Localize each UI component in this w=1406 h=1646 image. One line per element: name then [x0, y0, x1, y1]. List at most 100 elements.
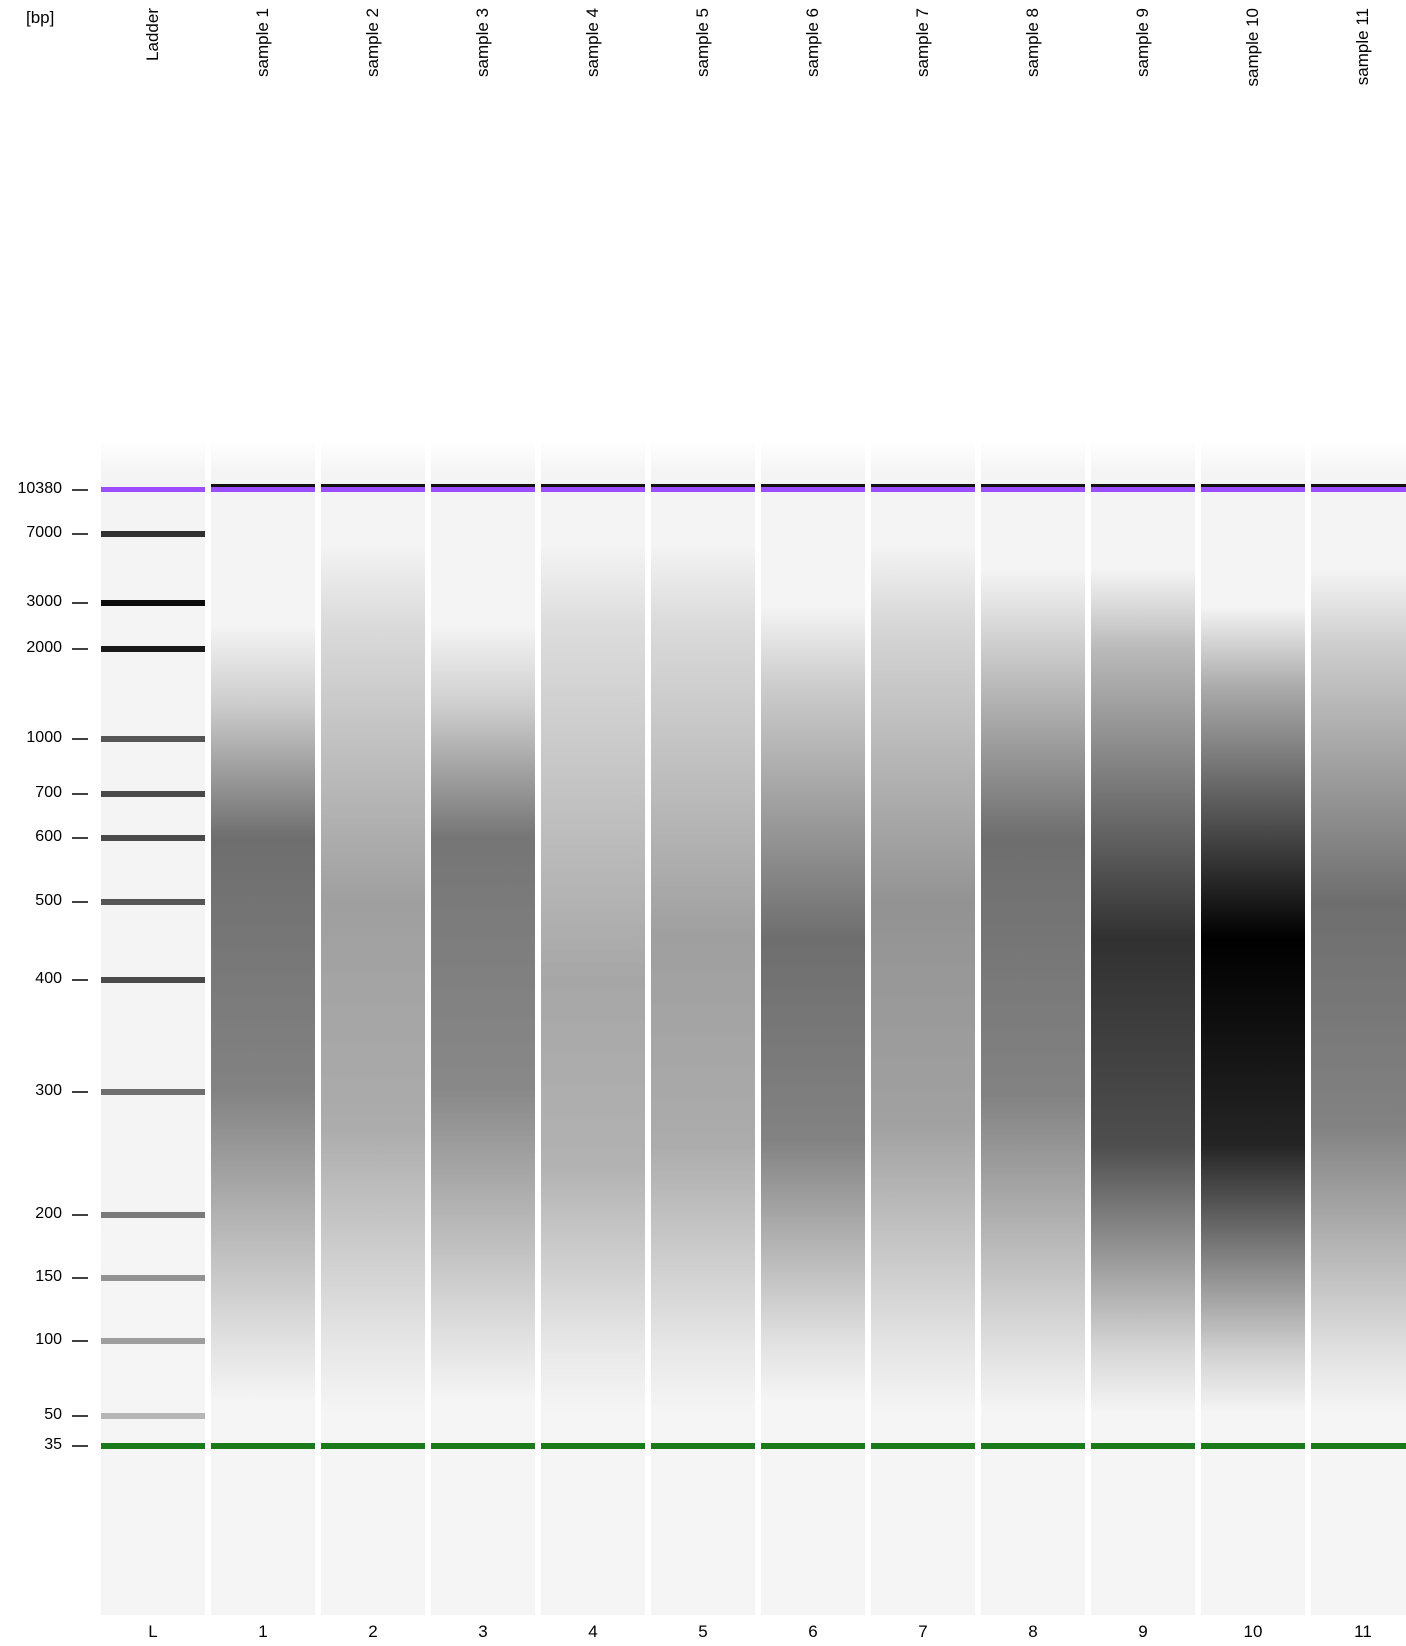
sample-smear	[1091, 569, 1195, 1413]
lane-number: 11	[1354, 1622, 1372, 1641]
upper-marker-shadow	[1201, 484, 1305, 488]
y-tick-label: 3000	[26, 593, 62, 610]
y-tick-label: 300	[35, 1082, 62, 1099]
lane-title-text: sample 6	[803, 8, 822, 77]
upper-marker-shadow	[1311, 484, 1406, 488]
lane-title: sample 5	[683, 0, 723, 110]
upper-marker-band	[871, 487, 975, 492]
y-tick-label: 50	[44, 1406, 62, 1423]
lane-title-text: Ladder	[143, 8, 162, 61]
upper-marker-shadow	[651, 484, 755, 488]
sample-smear	[211, 624, 315, 1401]
upper-marker-band	[101, 487, 205, 492]
upper-marker-band	[651, 487, 755, 492]
ladder-band	[101, 646, 205, 652]
lane-title: sample 9	[1123, 0, 1163, 110]
upper-marker-shadow	[981, 484, 1085, 488]
upper-marker-shadow	[1091, 484, 1195, 488]
lane-number: 8	[1028, 1622, 1038, 1641]
lower-marker-band	[651, 1443, 755, 1449]
ladder-band	[101, 736, 205, 742]
lane-number: 2	[368, 1622, 378, 1641]
ladder-band	[101, 600, 205, 606]
lane-title: Ladder	[133, 0, 173, 110]
y-tick-label: 200	[35, 1205, 62, 1222]
lane	[431, 440, 535, 1615]
lane-title: sample 6	[793, 0, 833, 110]
y-axis-unit-label: [bp]	[26, 8, 55, 27]
upper-marker-shadow	[871, 484, 975, 488]
lower-marker-band	[101, 1443, 205, 1449]
lower-marker-band	[981, 1443, 1085, 1449]
upper-marker-band	[761, 487, 865, 492]
y-tick-label: 700	[35, 784, 62, 801]
sample-smear	[871, 543, 975, 1413]
y-tick-label: 7000	[26, 524, 62, 541]
ladder-band	[101, 835, 205, 841]
lane	[321, 440, 425, 1615]
lower-marker-band	[321, 1443, 425, 1449]
ladder-band	[101, 1413, 205, 1419]
upper-marker-band	[1311, 487, 1406, 492]
y-tick-label: 10380	[17, 480, 63, 497]
lane-title-text: sample 4	[583, 8, 602, 77]
y-tick-label: 2000	[26, 639, 62, 656]
upper-marker-band	[211, 487, 315, 492]
upper-marker-shadow	[431, 484, 535, 488]
lane-title: sample 3	[463, 0, 503, 110]
lane-title: sample 1	[243, 0, 283, 110]
y-tick-label: 400	[35, 970, 62, 987]
lower-marker-band	[1201, 1443, 1305, 1449]
lane-number: 1	[258, 1622, 268, 1641]
y-tick-label: 500	[35, 892, 62, 909]
upper-marker-shadow	[761, 484, 865, 488]
ladder-band	[101, 1089, 205, 1095]
lower-marker-band	[1091, 1443, 1195, 1449]
lane	[651, 440, 755, 1615]
lower-marker-band	[761, 1443, 865, 1449]
ladder-band	[101, 1275, 205, 1281]
lane	[1091, 440, 1195, 1615]
lane-number: 5	[698, 1622, 708, 1641]
lane-title-text: sample 11	[1353, 8, 1372, 86]
lane	[211, 440, 315, 1615]
y-tick-label: 600	[35, 828, 62, 845]
lane	[981, 440, 1085, 1615]
sample-smear	[431, 624, 535, 1401]
lane-title-text: sample 3	[473, 8, 492, 77]
lane-number: 9	[1138, 1622, 1148, 1641]
y-tick-label: 150	[35, 1268, 62, 1285]
y-tick-label: 1000	[26, 729, 62, 746]
lane-number: L	[148, 1622, 158, 1641]
lane	[101, 440, 205, 1615]
lane-title-text: sample 9	[1133, 8, 1152, 77]
ladder-band	[101, 1212, 205, 1218]
ladder-band	[101, 899, 205, 905]
lane-number: 10	[1243, 1622, 1263, 1641]
sample-smear	[321, 543, 425, 1413]
upper-marker-band	[321, 487, 425, 492]
y-tick-label: 100	[35, 1331, 62, 1348]
lane-number: 6	[808, 1622, 818, 1641]
lane-title-text: sample 10	[1243, 8, 1262, 87]
lane-title: sample 7	[903, 0, 943, 110]
lane-number: 3	[478, 1622, 488, 1641]
lane-number: 4	[588, 1622, 598, 1641]
lane-title-text: sample 5	[693, 8, 712, 77]
upper-marker-shadow	[211, 484, 315, 488]
lower-marker-band	[541, 1443, 645, 1449]
upper-marker-band	[981, 487, 1085, 492]
lane-title-text: sample 1	[253, 8, 272, 77]
lower-marker-band	[431, 1443, 535, 1449]
sample-smear	[1311, 569, 1406, 1413]
ladder-band	[101, 791, 205, 797]
lane-title-text: sample 2	[363, 8, 382, 77]
lower-marker-band	[211, 1443, 315, 1449]
ladder-band	[101, 531, 205, 537]
upper-marker-band	[431, 487, 535, 492]
y-tick-label: 35	[44, 1436, 62, 1453]
lane-title: sample 10	[1233, 0, 1273, 110]
upper-marker-band	[1201, 487, 1305, 492]
sample-smear	[541, 543, 645, 1413]
